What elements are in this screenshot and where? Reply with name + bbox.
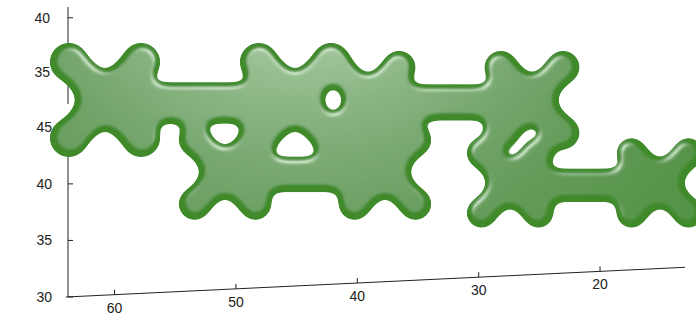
blob <box>339 188 371 220</box>
z-tick <box>68 297 73 298</box>
molecule <box>50 43 350 157</box>
blob <box>484 51 517 84</box>
blob <box>239 124 271 156</box>
blob <box>617 198 647 228</box>
blob <box>674 138 696 168</box>
x-tick-label: 60 <box>107 300 123 316</box>
blob <box>524 138 554 168</box>
y-tick-label: 35 <box>34 64 50 80</box>
blob <box>467 138 497 168</box>
x-tick-label: 20 <box>592 276 608 292</box>
blob <box>674 198 696 228</box>
x-tick-label: 40 <box>350 288 366 304</box>
blob <box>122 119 160 157</box>
blob <box>122 43 160 81</box>
blob <box>240 43 278 81</box>
blob <box>320 51 353 84</box>
x-axis <box>66 267 685 297</box>
blob <box>179 188 211 220</box>
chart: 60 50 40 30 20 35 40 30 35 40 45 <box>0 0 696 322</box>
x-tick-label: 30 <box>471 282 487 298</box>
y-tick-label: 40 <box>34 10 50 26</box>
z-tick-label: 40 <box>36 176 52 192</box>
isosurface <box>50 43 696 228</box>
blob <box>179 124 211 156</box>
blob <box>383 51 416 84</box>
blob <box>399 124 431 156</box>
x-tick <box>600 266 601 271</box>
x-tick <box>357 278 358 283</box>
x-tick-label: 50 <box>228 294 244 310</box>
x-tick <box>478 272 479 277</box>
blob <box>399 188 431 220</box>
blob <box>50 43 88 81</box>
z-tick <box>68 183 73 184</box>
z-tick-label: 45 <box>36 119 52 135</box>
z-tick <box>68 240 73 241</box>
x-tick <box>114 290 115 295</box>
blob <box>339 124 371 156</box>
blob <box>240 119 278 157</box>
blob <box>524 198 554 228</box>
blob <box>239 188 271 220</box>
y-tick <box>68 17 73 18</box>
blob <box>467 198 497 228</box>
blob <box>547 116 580 149</box>
x-tick <box>235 284 236 289</box>
blob <box>617 138 647 168</box>
z-tick-label: 30 <box>36 289 52 305</box>
blob <box>547 51 580 84</box>
z-tick-label: 35 <box>36 232 52 248</box>
molecule <box>179 124 432 220</box>
blob <box>50 119 88 157</box>
molecule <box>467 138 696 228</box>
